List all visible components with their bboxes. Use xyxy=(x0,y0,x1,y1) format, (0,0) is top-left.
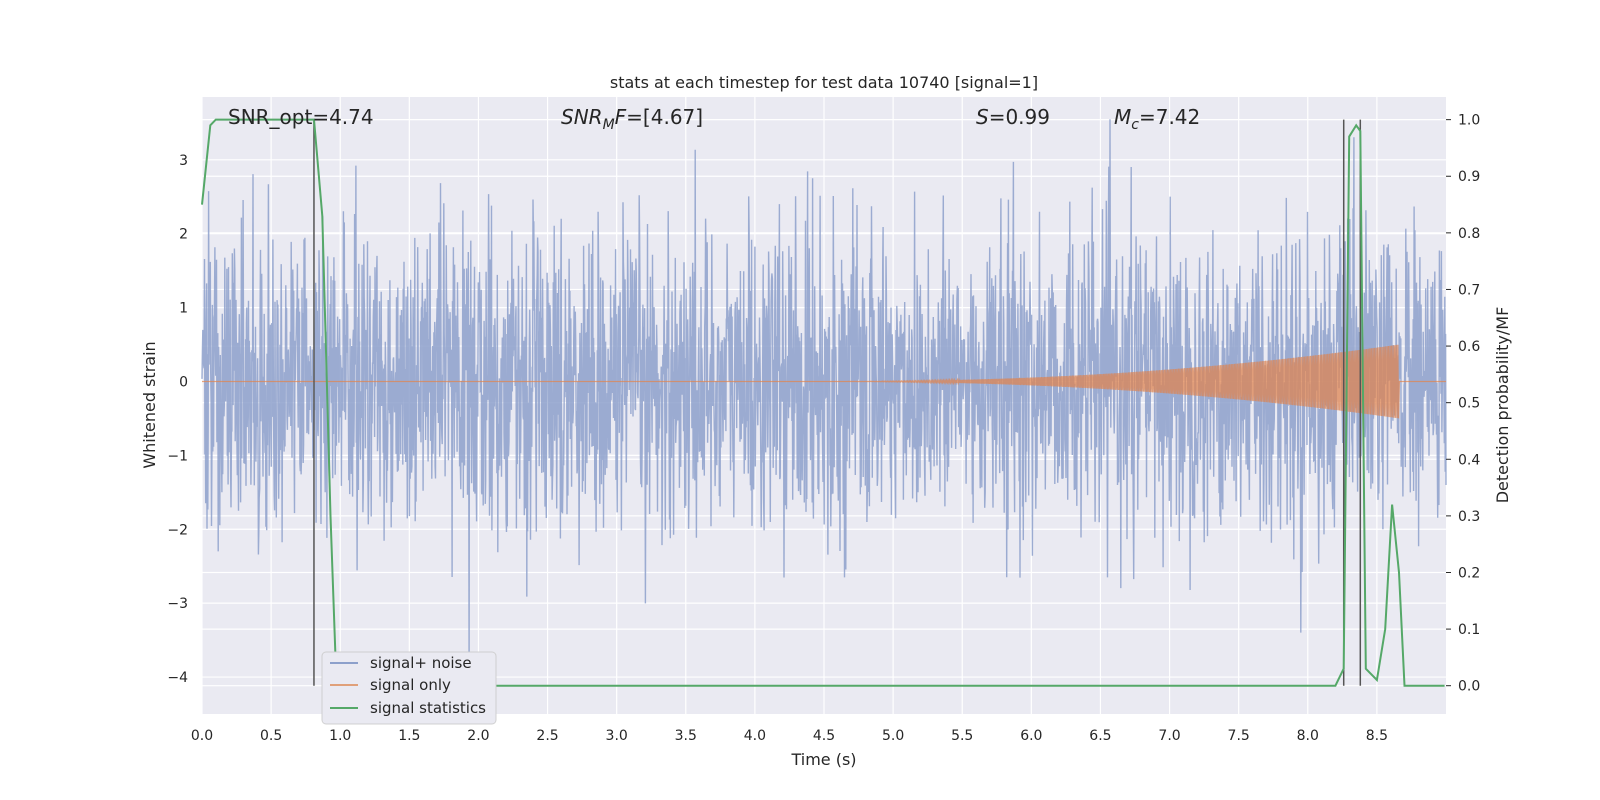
legend: signal+ noise signal only signal statist… xyxy=(321,651,497,725)
legend-box xyxy=(321,651,497,725)
y-right-tick-label: 0.7 xyxy=(1458,282,1480,298)
y-right-tick-label: 0.6 xyxy=(1458,339,1480,355)
svg-text:SNRMF=[4.67]: SNRMF=[4.67] xyxy=(561,105,703,133)
x-tick-label: 6.5 xyxy=(1089,728,1111,744)
legend-label-noise: signal+ noise xyxy=(370,654,472,672)
svg-text:S=0.99: S=0.99 xyxy=(976,105,1050,129)
series-signal-statistics xyxy=(201,118,1445,687)
series-signal-only xyxy=(202,344,1446,419)
y-right-tick-label: 0.8 xyxy=(1458,226,1480,242)
x-tick-label: 7.0 xyxy=(1158,728,1180,744)
annotation-s: S=0.99 xyxy=(976,105,1050,129)
x-tick-label: 1.5 xyxy=(398,728,420,744)
x-tick-label: 0.5 xyxy=(260,728,282,744)
y-right-tick-label: 1.0 xyxy=(1458,113,1480,129)
y-left-tick-label: −1 xyxy=(167,448,188,464)
y-right-tick-label: 0.9 xyxy=(1458,169,1480,185)
y-axis-left-ticks: 3 2 1 0 −1 −2 −3 −4 xyxy=(167,153,188,686)
y-left-tick-label: 0 xyxy=(179,374,188,390)
annotation-snr-mf: SNRMF=[4.67] xyxy=(561,105,703,133)
x-tick-label: 7.5 xyxy=(1228,728,1250,744)
y-left-tick-label: −2 xyxy=(167,522,188,538)
svg-text:Mc=7.42: Mc=7.42 xyxy=(1114,105,1200,133)
y-axis-right-label: Detection probability/MF xyxy=(1493,307,1512,504)
y-left-tick-label: −3 xyxy=(167,596,188,612)
chart-title: stats at each timestep for test data 107… xyxy=(610,73,1038,92)
x-tick-label: 1.0 xyxy=(329,728,351,744)
y-left-tick-label: 3 xyxy=(179,153,188,169)
x-tick-label: 4.5 xyxy=(813,728,835,744)
y-right-tick-label: 0.1 xyxy=(1458,622,1480,638)
x-tick-label: 0.0 xyxy=(191,728,213,744)
y-right-tick-label: 0.0 xyxy=(1458,679,1480,695)
legend-label-stats: signal statistics xyxy=(370,699,486,717)
y-left-tick-label: 2 xyxy=(179,227,188,243)
x-tick-label: 4.0 xyxy=(744,728,766,744)
x-tick-label: 8.5 xyxy=(1366,728,1388,744)
y-right-tick-label: 0.2 xyxy=(1458,565,1480,581)
y-right-tick-label: 0.3 xyxy=(1458,509,1480,525)
x-axis-ticks: 0.0 0.5 1.0 1.5 2.0 2.5 3.0 3.5 4.0 4.5 5.0 5.5 6.0 6… xyxy=(191,728,1388,744)
x-axis-label: Time (s) xyxy=(790,750,856,769)
x-tick-label: 5.0 xyxy=(882,728,904,744)
x-tick-label: 2.0 xyxy=(467,728,489,744)
y-right-tick-label: 0.5 xyxy=(1458,396,1480,412)
y-axis-left-label: Whitened strain xyxy=(140,341,159,468)
x-tick-label: 3.0 xyxy=(606,728,628,744)
x-tick-label: 6.0 xyxy=(1020,728,1042,744)
y-right-tick-label: 0.4 xyxy=(1458,452,1480,468)
stats-line xyxy=(201,118,1445,687)
annotation-mc: Mc=7.42 xyxy=(1114,105,1200,133)
annotation-snr-opt: SNR_opt=4.74 xyxy=(228,105,374,129)
y-axis-right-ticks: 1.0 0.9 0.8 0.7 0.6 0.5 0.4 0.3 0.2 0.1 0.0 xyxy=(1446,113,1480,695)
y-left-tick-label: −4 xyxy=(167,670,188,686)
y-left-tick-label: 1 xyxy=(179,301,188,317)
x-tick-label: 2.5 xyxy=(536,728,558,744)
x-tick-label: 8.0 xyxy=(1297,728,1319,744)
legend-label-signal: signal only xyxy=(370,676,451,694)
x-tick-label: 5.5 xyxy=(951,728,973,744)
x-tick-label: 3.5 xyxy=(675,728,697,744)
chirp-line xyxy=(202,344,1446,419)
